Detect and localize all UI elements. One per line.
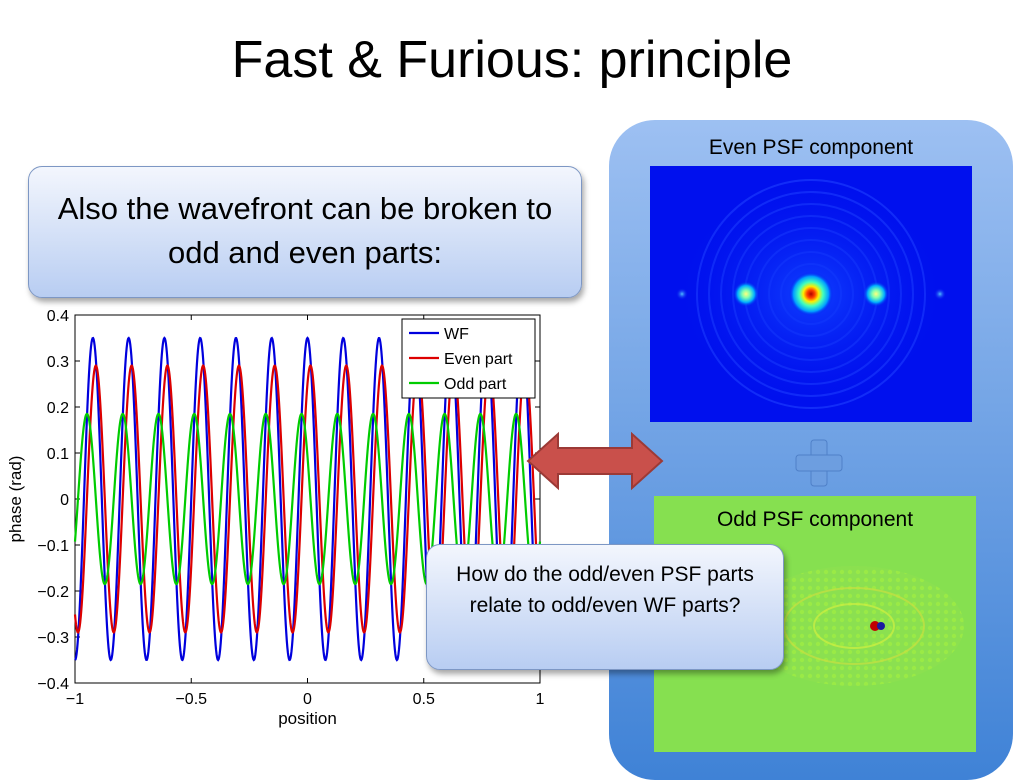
x-tick-label: 1	[536, 691, 545, 708]
y-tick-label: −0.2	[37, 584, 69, 601]
wavefront-callout: Also the wavefront can be broken to odd …	[28, 166, 582, 298]
y-axis-label: phase (rad)	[6, 456, 25, 543]
y-tick-label: −0.4	[37, 676, 69, 693]
legend-label: WF	[444, 326, 469, 343]
x-tick-label: −0.5	[175, 691, 207, 708]
y-tick-label: 0.1	[47, 446, 69, 463]
even-psf-label: Even PSF component	[708, 136, 914, 159]
y-tick-label: 0.3	[47, 354, 69, 371]
legend-label: Odd part	[444, 376, 507, 393]
y-tick-label: 0	[60, 492, 69, 509]
slide-title: Fast & Furious: principle	[231, 31, 793, 89]
legend-label: Even part	[444, 351, 513, 368]
double-arrow-icon	[526, 431, 664, 491]
question-callout: How do the odd/even PSF parts relate to …	[426, 544, 784, 670]
y-tick-label: −0.1	[37, 538, 69, 555]
odd-psf-label: Odd PSF component	[716, 508, 914, 531]
phase-chart: 0.4 0.3 0.2 0.1 0 −0.1 −0.2 −0.3 −0.4−1 −0.5 0 0.5 1…	[6, 308, 545, 728]
plus-icon	[795, 439, 843, 487]
x-tick-label: 0.5	[413, 691, 435, 708]
x-axis-label: position	[278, 709, 337, 728]
series-line-even-part	[73, 363, 542, 635]
x-tick-label: −1	[66, 691, 84, 708]
y-tick-label: −0.3	[37, 630, 69, 647]
y-tick-label: 0.2	[47, 400, 69, 417]
y-tick-label: 0.4	[47, 308, 69, 325]
x-tick-label: 0	[303, 691, 312, 708]
even-psf-image	[650, 166, 972, 422]
